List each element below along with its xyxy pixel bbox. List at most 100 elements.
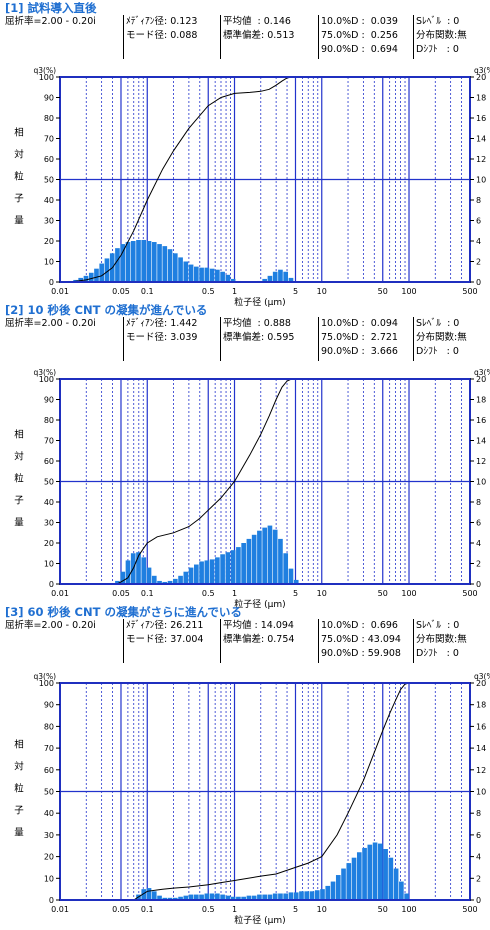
panel-title: [2] 10 秒後 CNT の凝集が進んでいる	[5, 303, 208, 317]
grid	[60, 683, 470, 900]
y-axis-label-char: 対	[14, 761, 24, 773]
y-tick-label-left: 10	[44, 874, 54, 883]
bar	[251, 534, 257, 584]
bar	[246, 538, 252, 584]
bar	[283, 553, 289, 584]
bar	[330, 881, 336, 900]
bar	[94, 268, 99, 282]
bars	[136, 842, 409, 900]
bar	[241, 896, 246, 900]
y-tick-label-right: 20	[476, 73, 486, 82]
x-tick-label: 500	[462, 905, 477, 914]
y-axis-label-char: 量	[14, 828, 24, 839]
bar	[151, 575, 157, 584]
bar	[309, 891, 315, 900]
bar	[404, 893, 409, 900]
x-tick-label: 0.05	[112, 589, 130, 598]
grid	[60, 379, 470, 584]
y-tick-label-right: 16	[476, 114, 486, 123]
bar	[267, 275, 273, 282]
bar	[314, 890, 320, 900]
info-d10: 10.0%D : 0.039	[321, 16, 398, 27]
y-tick-label-right: 14	[476, 135, 486, 144]
y-tick-label-left: 10	[44, 258, 54, 267]
right-axis-label: q3(%)	[474, 672, 490, 681]
bar	[141, 239, 147, 282]
bar	[262, 278, 268, 282]
bar	[267, 894, 273, 900]
y-tick-label-right: 6	[476, 831, 481, 840]
grid	[60, 77, 470, 282]
bar	[362, 847, 367, 900]
x-tick-label: 50	[378, 905, 388, 914]
y-tick-label-right: 0	[476, 278, 481, 287]
bar	[278, 893, 283, 900]
bar	[199, 894, 204, 900]
x-tick-label: 1	[232, 905, 237, 914]
bar	[230, 550, 236, 584]
bar	[346, 863, 352, 900]
x-tick-label: 50	[378, 589, 388, 598]
bar	[225, 895, 231, 900]
info-dshift: Dｼﾌﾄ : 0	[416, 346, 459, 357]
bar	[183, 261, 189, 282]
y-tick-label-right: 18	[476, 94, 486, 103]
bar	[356, 852, 362, 900]
y-tick-label-left: 30	[44, 831, 54, 840]
info-slevel: Sﾚﾍﾞﾙ : 0	[416, 620, 460, 631]
info-d75: 75.0%D : 2.721	[321, 332, 398, 343]
bar	[136, 552, 141, 584]
y-tick-label-right: 14	[476, 437, 486, 446]
bar	[199, 267, 204, 282]
bar	[194, 266, 199, 282]
x-axis-label: 粒子径 (μm)	[234, 296, 285, 308]
chart-2: 0 10 20 30 40 50 60 70 80 90 100 0 2 4 6 8 10 12 14 16 18 20 0…	[14, 368, 490, 610]
x-tick-label: 10	[317, 589, 327, 598]
bar	[351, 857, 357, 900]
y-tick-label-right: 14	[476, 744, 486, 753]
y-axis-label-char: 相	[14, 127, 24, 139]
left-axis-label: q3(%)	[33, 368, 56, 377]
y-axis-label-char: 量	[14, 216, 24, 227]
bar	[257, 530, 262, 584]
info-stdev: 標準偏差: 0.595	[223, 332, 295, 343]
x-tick-label: 0.5	[202, 287, 215, 296]
bar	[272, 271, 278, 282]
bar	[288, 568, 294, 584]
y-tick-label-right: 16	[476, 416, 486, 425]
chart-1: 0 10 20 30 40 50 60 70 80 90 100 0 2 4 6 8 10 12 14 16 18 20 0…	[14, 66, 490, 308]
bar	[167, 580, 173, 584]
bar	[125, 242, 131, 282]
info-d75: 75.0%D : 43.094	[321, 634, 401, 645]
info-refractive: 屈折率=2.00 - 0.20i	[5, 16, 96, 27]
bar	[172, 897, 178, 900]
y-tick-label-left: 40	[44, 498, 54, 507]
bar	[320, 889, 325, 900]
y-tick-label-right: 16	[476, 722, 486, 731]
bar	[125, 560, 131, 584]
bar	[130, 241, 136, 282]
bar	[209, 559, 215, 584]
bar	[167, 897, 173, 900]
y-tick-label-left: 20	[44, 237, 54, 246]
y-tick-label-right: 4	[476, 853, 481, 862]
panel-title: [3] 60 秒後 CNT の凝集がさらに進んでいる	[5, 605, 242, 619]
x-tick-label: 0.1	[141, 905, 154, 914]
bar	[172, 253, 178, 282]
x-axis-label: 粒子径 (μm)	[234, 598, 285, 610]
info-dist: 分布関数:無	[416, 30, 467, 41]
bars	[67, 239, 294, 282]
panel-title: [1] 試料導入直後	[5, 1, 97, 15]
y-tick-label-right: 12	[476, 155, 486, 164]
info-dist: 分布関数:無	[416, 634, 467, 645]
bar	[230, 278, 236, 282]
bar	[204, 267, 210, 282]
y-tick-label-left: 30	[44, 519, 54, 528]
bar	[157, 580, 162, 584]
bar	[288, 892, 294, 900]
bar	[209, 268, 215, 282]
info-mean: 平均値 : 14.094	[223, 620, 294, 631]
x-tick-label: 10	[317, 287, 327, 296]
bar	[178, 575, 183, 584]
bar	[151, 242, 157, 282]
